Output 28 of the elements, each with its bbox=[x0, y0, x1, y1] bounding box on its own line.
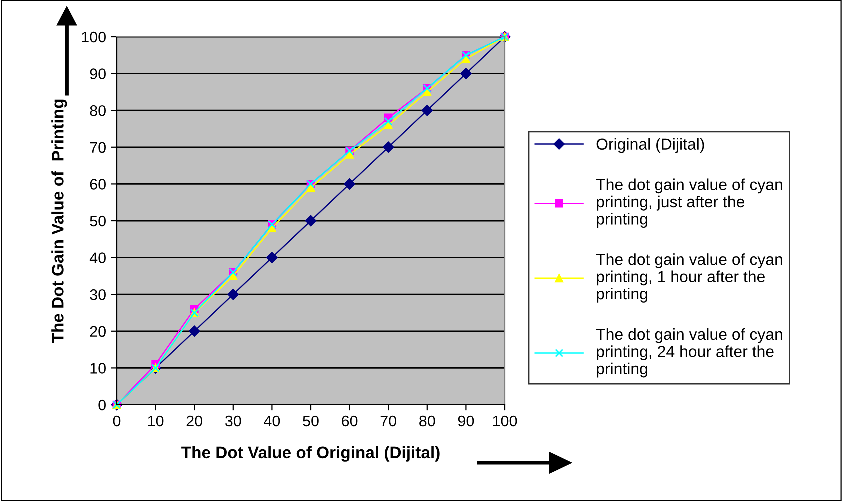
x-tick-label: 90 bbox=[458, 416, 474, 427]
y-tick-label: 100 bbox=[82, 32, 106, 43]
x-tick-label: 30 bbox=[225, 416, 242, 427]
y-tick-label: 20 bbox=[90, 326, 106, 338]
x-tick-label: 40 bbox=[264, 416, 280, 427]
y-tick-label: 0 bbox=[98, 400, 106, 411]
y-tick-label: 30 bbox=[90, 289, 106, 300]
y-axis-title: The Dot Gain Value of Printing bbox=[52, 100, 68, 344]
y-tick-label: 40 bbox=[90, 252, 106, 264]
y-tick-label: 10 bbox=[90, 363, 106, 374]
y-tick-label: 80 bbox=[90, 105, 106, 116]
x-tick-label: 100 bbox=[493, 416, 518, 427]
legend-label: The dot gain value of cyan printing, 1 hour after the printing bbox=[596, 254, 782, 303]
x-tick-label: 10 bbox=[148, 416, 164, 427]
y-tick-label: 90 bbox=[90, 68, 106, 80]
x-tick-label: 80 bbox=[420, 416, 436, 427]
y-tick-label: 50 bbox=[90, 216, 106, 227]
x-tick-label: 60 bbox=[342, 416, 358, 427]
legend-label: The dot gain value of cyan printing, just after the printing bbox=[596, 178, 782, 228]
legend-label: The dot gain value of cyan printing, 24 hour after the printing bbox=[596, 328, 782, 378]
legend-label: Original (Dijital) bbox=[596, 138, 704, 154]
x-tick-label: 20 bbox=[186, 416, 202, 427]
y-tick-label: 70 bbox=[90, 142, 106, 154]
x-tick-label: 0 bbox=[113, 416, 121, 427]
x-tick-label: 50 bbox=[303, 416, 319, 427]
x-axis-title: The Dot Value of Original (Dijital) bbox=[182, 446, 440, 462]
y-tick-label: 60 bbox=[90, 179, 106, 190]
x-tick-label: 70 bbox=[380, 416, 396, 427]
